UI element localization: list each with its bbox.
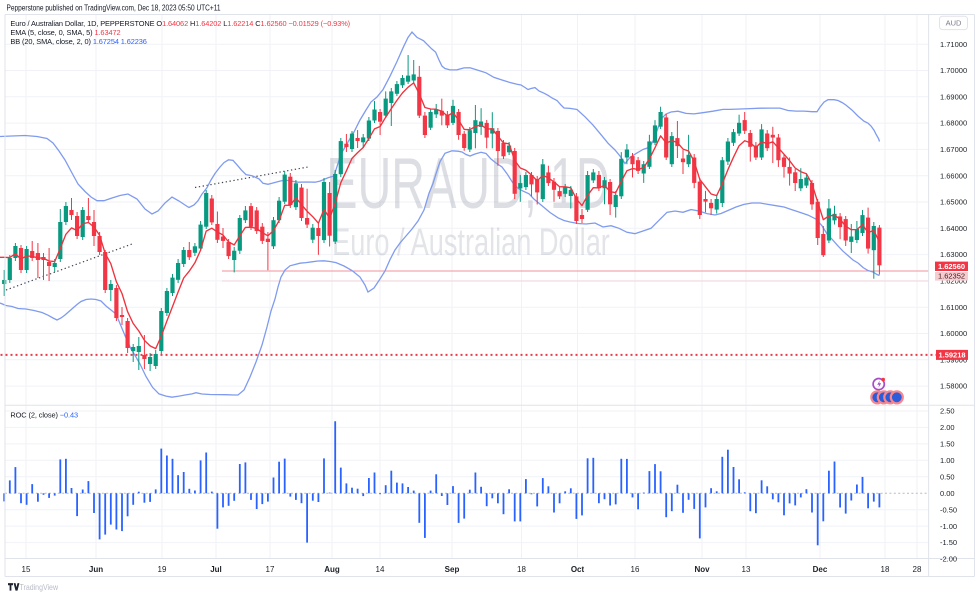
svg-text:0.00: 0.00 bbox=[940, 489, 955, 498]
svg-text:-1.00: -1.00 bbox=[940, 522, 957, 531]
svg-text:ROC (2, close) −0.43: ROC (2, close) −0.43 bbox=[10, 411, 78, 420]
svg-text:1.59218: 1.59218 bbox=[938, 351, 965, 360]
svg-text:Pepperstone published on Tradi: Pepperstone published on TradingView.com… bbox=[7, 4, 221, 13]
svg-text:1.62000: 1.62000 bbox=[940, 277, 967, 286]
svg-text:Euro / Australian Dollar: Euro / Australian Dollar bbox=[332, 220, 610, 263]
svg-text:1.62560: 1.62560 bbox=[938, 262, 965, 271]
svg-text:1.62352: 1.62352 bbox=[938, 272, 965, 281]
svg-text:-0.50: -0.50 bbox=[940, 505, 957, 514]
svg-text:1.67000: 1.67000 bbox=[940, 145, 967, 154]
svg-text:19: 19 bbox=[158, 565, 167, 574]
svg-text:Aug: Aug bbox=[324, 565, 340, 574]
svg-text:18: 18 bbox=[517, 565, 526, 574]
svg-text:Nov: Nov bbox=[694, 565, 710, 574]
svg-text:1.61000: 1.61000 bbox=[940, 303, 967, 312]
svg-text:14: 14 bbox=[376, 565, 385, 574]
svg-text:1.66000: 1.66000 bbox=[940, 171, 967, 180]
svg-text:BB (20, SMA, close, 2, 0) 1.6: BB (20, SMA, close, 2, 0) 1.67254 1.6223… bbox=[10, 37, 146, 46]
svg-text:16: 16 bbox=[631, 565, 640, 574]
svg-text:1.70000: 1.70000 bbox=[940, 66, 967, 75]
svg-text:2.00: 2.00 bbox=[940, 423, 955, 432]
svg-text:1.68000: 1.68000 bbox=[940, 119, 967, 128]
svg-text:18: 18 bbox=[881, 565, 890, 574]
svg-text:EURAUD, 1D: EURAUD, 1D bbox=[326, 143, 609, 224]
svg-text:-2.00: -2.00 bbox=[940, 555, 957, 564]
svg-text:Jul: Jul bbox=[210, 565, 222, 574]
svg-text:1.69000: 1.69000 bbox=[940, 92, 967, 101]
svg-text:1.64000: 1.64000 bbox=[940, 224, 967, 233]
svg-text:28: 28 bbox=[913, 565, 922, 574]
svg-text:17: 17 bbox=[266, 565, 275, 574]
svg-text:1.00: 1.00 bbox=[940, 456, 955, 465]
svg-text:1.50: 1.50 bbox=[940, 440, 955, 449]
svg-text:Dec: Dec bbox=[813, 565, 828, 574]
svg-text:1.58000: 1.58000 bbox=[940, 382, 967, 391]
svg-text:0.50: 0.50 bbox=[940, 472, 955, 481]
svg-text:15: 15 bbox=[22, 565, 31, 574]
svg-text:2.50: 2.50 bbox=[940, 407, 955, 416]
svg-text:Sep: Sep bbox=[445, 565, 460, 574]
svg-text:13: 13 bbox=[742, 565, 751, 574]
svg-text:1.60000: 1.60000 bbox=[940, 329, 967, 338]
svg-text:-1.50: -1.50 bbox=[940, 538, 957, 547]
svg-text:Euro / Australian Dollar, 1D,: Euro / Australian Dollar, 1D, PEPPERSTON… bbox=[10, 19, 350, 28]
svg-text:TradingView: TradingView bbox=[20, 582, 59, 592]
svg-text:EMA (5, close, 0, SMA, 5) 1.6: EMA (5, close, 0, SMA, 5) 1.63472 bbox=[10, 28, 120, 37]
svg-text:AUD: AUD bbox=[946, 18, 962, 27]
svg-text:1.63000: 1.63000 bbox=[940, 250, 967, 259]
svg-text:Oct: Oct bbox=[571, 565, 585, 574]
svg-text:1.71000: 1.71000 bbox=[940, 40, 967, 49]
svg-text:Jun: Jun bbox=[89, 565, 103, 574]
svg-text:1.65000: 1.65000 bbox=[940, 198, 967, 207]
